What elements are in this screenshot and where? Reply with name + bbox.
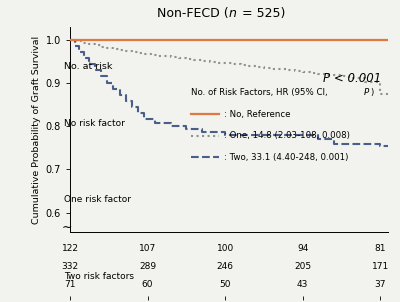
Text: 122: 122: [62, 244, 78, 253]
Text: 246: 246: [217, 262, 234, 271]
Text: No. of Risk Factors, HR (95% CI,: No. of Risk Factors, HR (95% CI,: [191, 88, 330, 97]
Text: 332: 332: [62, 262, 78, 271]
Text: One risk factor: One risk factor: [64, 195, 131, 204]
Text: ∼: ∼: [62, 221, 72, 234]
Text: Non-FECD (: Non-FECD (: [157, 7, 229, 20]
Text: 71: 71: [64, 280, 76, 288]
Text: 205: 205: [294, 262, 311, 271]
Text: Two risk factors: Two risk factors: [64, 272, 134, 281]
Text: 171: 171: [372, 262, 389, 271]
Text: n: n: [229, 7, 237, 20]
Text: 289: 289: [139, 262, 156, 271]
Text: 37: 37: [374, 280, 386, 288]
Text: No risk factor: No risk factor: [64, 119, 124, 128]
Text: 94: 94: [297, 244, 308, 253]
Text: 107: 107: [139, 244, 156, 253]
Text: P < 0.001: P < 0.001: [323, 72, 382, 85]
Text: P: P: [364, 88, 370, 97]
Text: 81: 81: [374, 244, 386, 253]
Y-axis label: Cumulative Probability of Graft Survival: Cumulative Probability of Graft Survival: [32, 36, 42, 224]
Text: 100: 100: [216, 244, 234, 253]
Text: 60: 60: [142, 280, 153, 288]
Text: : No, Reference: : No, Reference: [224, 110, 291, 119]
Text: ): ): [370, 88, 373, 97]
Text: = 525): = 525): [238, 7, 285, 20]
Text: 50: 50: [219, 280, 231, 288]
Text: : One, 14.8 (2.03-108, 0.008): : One, 14.8 (2.03-108, 0.008): [224, 131, 350, 140]
Text: No. at risk: No. at risk: [64, 63, 112, 71]
Text: : Two, 33.1 (4.40-248, 0.001): : Two, 33.1 (4.40-248, 0.001): [224, 153, 349, 162]
Text: 43: 43: [297, 280, 308, 288]
